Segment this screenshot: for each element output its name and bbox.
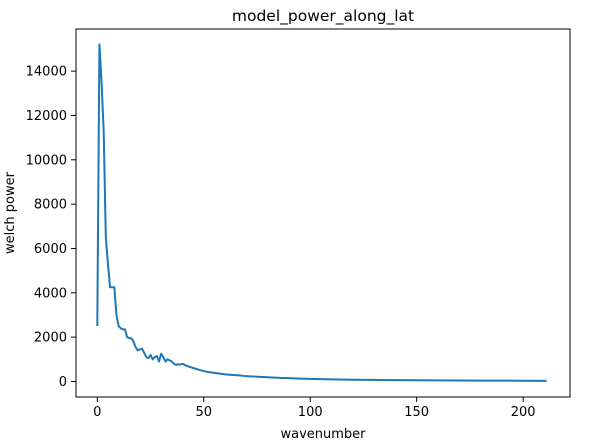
y-tick-label: 12000 <box>26 109 67 124</box>
chart-title: model_power_along_lat <box>232 7 414 26</box>
y-tick-label: 6000 <box>34 242 67 257</box>
x-tick-label: 100 <box>298 405 323 420</box>
tick-layer: 0 50 100 150 2000200040006000800010000120001… <box>26 65 536 420</box>
y-tick-label: 14000 <box>26 65 67 80</box>
x-tick-label: 150 <box>404 405 429 420</box>
y-tick-label: 4000 <box>34 286 67 301</box>
x-tick-label: 50 <box>195 405 212 420</box>
y-tick-label: 10000 <box>26 153 67 168</box>
y-tick-label: 0 <box>59 375 67 390</box>
series-line <box>96 43 547 382</box>
y-tick-label: 8000 <box>34 198 67 213</box>
plot-frame <box>75 28 571 398</box>
y-tick-label: 2000 <box>34 331 67 346</box>
y-axis-label: welch power <box>3 171 18 254</box>
x-tick-label: 200 <box>511 405 536 420</box>
x-axis-label: wavenumber <box>280 427 366 442</box>
x-tick-label: 0 <box>93 405 101 420</box>
